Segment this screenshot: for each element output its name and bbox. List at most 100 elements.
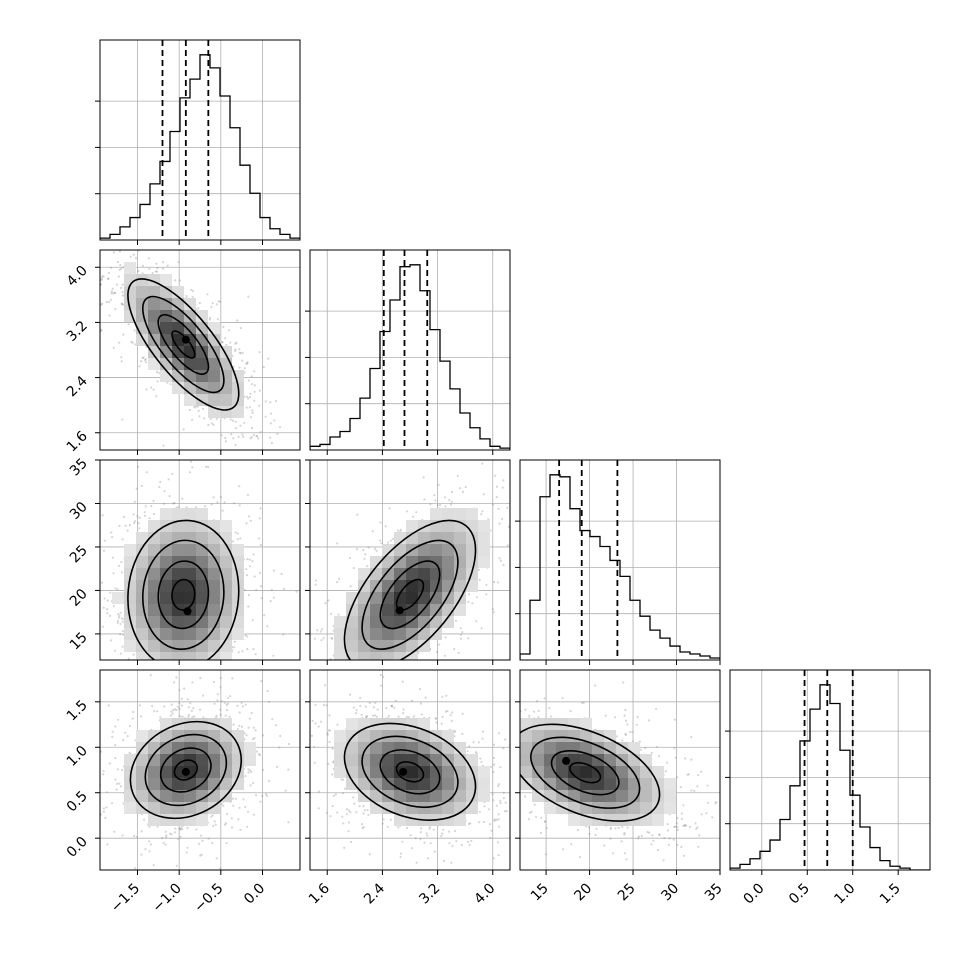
density-cell (136, 790, 148, 802)
scatter-point (244, 634, 247, 637)
scatter-point (231, 419, 234, 422)
scatter-point (114, 757, 117, 760)
density-cell (232, 778, 244, 790)
scatter-point (389, 539, 392, 542)
scatter-point (367, 813, 370, 817)
scatter-point (424, 696, 427, 699)
x-tick-label: −0.5 (191, 880, 226, 915)
scatter-point (187, 665, 189, 667)
scatter-point (168, 495, 171, 498)
scatter-point (247, 771, 250, 774)
scatter-point (462, 667, 464, 669)
density-cell (172, 616, 184, 628)
density-cell (172, 508, 184, 520)
scatter-point (359, 704, 362, 708)
scatter-point (156, 825, 159, 828)
scatter-point (181, 497, 184, 500)
density-cell (208, 334, 220, 346)
scatter-point (401, 680, 404, 683)
scatter-point (178, 702, 181, 705)
scatter-point (229, 341, 232, 344)
density-cell (220, 370, 232, 382)
scatter-point (468, 844, 471, 847)
scatter-point (182, 660, 184, 662)
scatter-point (140, 715, 143, 718)
scatter-point (266, 625, 269, 628)
scatter-point (149, 674, 152, 677)
scatter-point (492, 857, 495, 860)
density-cell (346, 640, 358, 652)
scatter-point (213, 820, 216, 823)
scatter-point (259, 431, 262, 434)
density-cell (172, 652, 184, 660)
scatter-point (97, 598, 99, 600)
scatter-point (361, 667, 363, 669)
density-cell (184, 718, 196, 730)
scatter-point (179, 827, 182, 830)
scatter-point (224, 822, 227, 825)
scatter-point (313, 745, 316, 748)
scatter-point (249, 519, 252, 522)
scatter-point (518, 877, 520, 879)
scatter-point (247, 726, 250, 729)
density-cell (358, 592, 370, 604)
density-cell (136, 616, 148, 628)
y-tick-label: 3.2 (64, 318, 91, 345)
scatter-point (439, 503, 442, 507)
scatter-point (121, 620, 124, 623)
scatter-point (284, 789, 287, 792)
scatter-point (368, 853, 371, 856)
scatter-point (444, 496, 447, 499)
scatter-point (93, 596, 95, 598)
scatter-point (231, 540, 235, 543)
scatter-point (380, 684, 383, 687)
scatter-point (111, 536, 114, 539)
scatter-point (241, 359, 244, 362)
scatter-point (175, 676, 178, 679)
scatter-point (148, 267, 151, 270)
scatter-point (321, 628, 324, 631)
scatter-point (364, 667, 366, 669)
scatter-point (100, 303, 103, 306)
scatter-point (372, 706, 375, 709)
scatter-point (456, 474, 459, 477)
scatter-point (210, 422, 214, 425)
scatter-point (238, 485, 241, 488)
scatter-point (120, 561, 123, 564)
density-shading (334, 508, 490, 660)
scatter-point (261, 794, 264, 798)
scatter-point (245, 661, 247, 663)
scatter-point (336, 542, 339, 545)
scatter-point (118, 616, 121, 619)
scatter-point (143, 514, 147, 518)
scatter-point (433, 494, 436, 497)
scatter-point (210, 503, 213, 506)
scatter-point (443, 654, 446, 657)
scatter-point (504, 801, 507, 804)
density-cell (184, 778, 196, 790)
scatter-point (328, 714, 331, 717)
scatter-point (239, 537, 242, 540)
scatter-point (301, 684, 303, 686)
density-cell (172, 742, 184, 754)
scatter-point (118, 341, 121, 344)
density-cell (208, 544, 220, 556)
scatter-point (450, 719, 453, 723)
density-cell (148, 568, 160, 580)
scatter-point (224, 440, 228, 443)
scatter-point (451, 844, 454, 848)
scatter-point (492, 756, 496, 760)
scatter-point (495, 804, 498, 807)
scatter-point (444, 710, 448, 713)
scatter-point (307, 712, 309, 714)
scatter-point (189, 702, 192, 705)
scatter-point (269, 436, 272, 439)
scatter-point (245, 568, 248, 571)
scatter-point (329, 815, 332, 818)
scatter-point (85, 282, 87, 284)
contour-level-0 (173, 759, 199, 781)
panel-body (100, 674, 291, 870)
density-peak-marker (181, 335, 190, 344)
scatter-point (173, 708, 176, 711)
scatter-point (231, 797, 234, 800)
